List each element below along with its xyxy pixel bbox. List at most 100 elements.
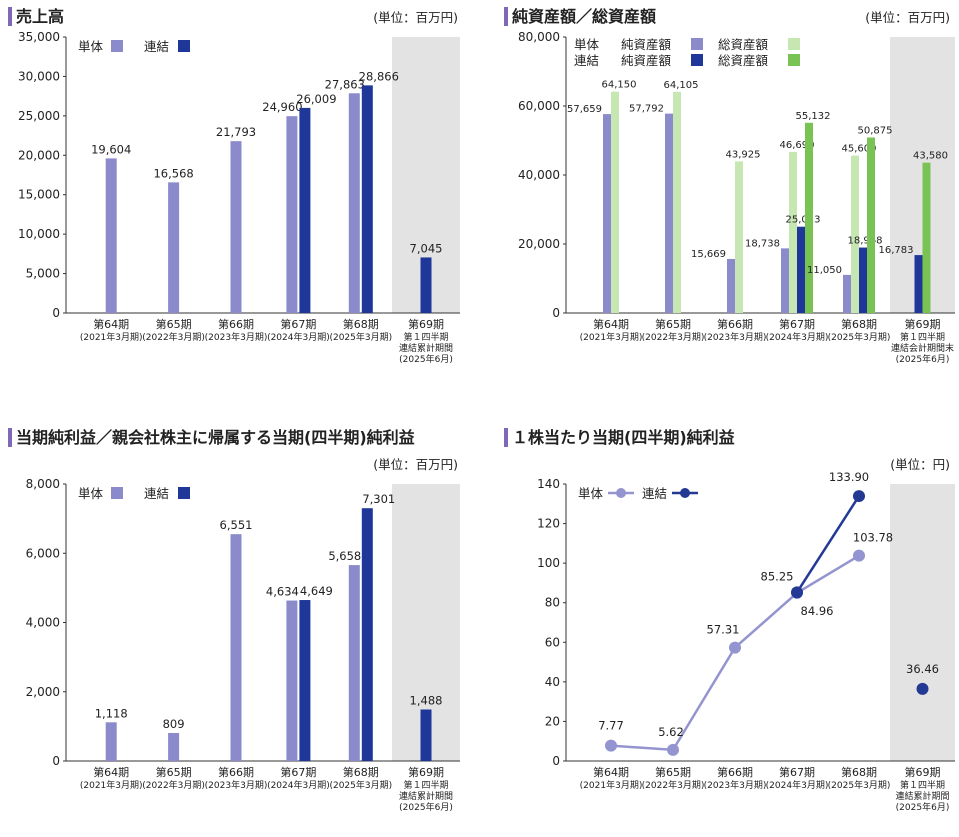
x-category-label: 第65期 [655, 317, 691, 331]
x-category-sublabel: (2021年3月期) [80, 779, 143, 791]
x-category-sublabel: (2024年3月期) [267, 779, 330, 791]
y-tick-label: 25,000 [18, 109, 60, 123]
bar-net-tan [727, 258, 735, 313]
bar-tan [105, 158, 117, 313]
chart-title: １株当たり当期(四半期)純利益 [512, 428, 735, 447]
x-category-sublabel: 第１四半期 [403, 779, 448, 791]
x-category-label: 第68期 [841, 317, 877, 331]
bar-net-ren [797, 226, 805, 313]
bar-tan [286, 116, 298, 313]
x-category-sublabel: (2021年3月期) [580, 779, 643, 791]
x-category-label: 第69期 [905, 317, 941, 331]
data-label: 11,050 [807, 265, 842, 276]
data-label: 26,009 [296, 92, 336, 106]
x-category-sublabel: (2025年6月) [896, 801, 950, 813]
data-label: 133.90 [829, 470, 869, 484]
data-label: 57,792 [629, 104, 664, 115]
chart-3: 当期純利益／親会社株主に帰属する当期(四半期)純利益 (単位：百万円) 0 2,000… [8, 428, 460, 813]
data-label: 18,968 [848, 236, 883, 247]
x-category-label: 第67期 [779, 317, 815, 331]
chart-1: 売上高 (単位：百万円) 0 5,000 10,000 15,000 20,000 25,00… [8, 7, 460, 365]
data-label: 85.25 [761, 569, 794, 583]
unit-label: (単位：百万円) [373, 10, 458, 25]
data-label: 16,783 [879, 245, 914, 256]
legend-swatch [691, 54, 703, 66]
title-bar-marker [504, 428, 508, 447]
legend-label: 総資産額 [718, 53, 769, 68]
series-line-ren [795, 495, 861, 594]
bar-net-tan [603, 114, 611, 313]
data-label: 27,863 [325, 77, 365, 91]
x-category-sublabel: 連結会計期間末 [891, 342, 954, 354]
x-category-label: 第64期 [593, 317, 629, 331]
point-tan [667, 743, 679, 756]
data-label: 7,301 [362, 492, 395, 506]
y-tick-label: 60,000 [518, 99, 560, 113]
point-ren [853, 490, 865, 503]
legend-marker-ren [680, 488, 690, 498]
bar-total-ren [922, 162, 931, 313]
x-category-label: 第66期 [717, 317, 753, 331]
data-label: 55,132 [796, 111, 831, 122]
y-tick-label: 4,000 [26, 616, 60, 630]
data-label: 64,150 [602, 80, 637, 91]
y-tick-label: 5,000 [26, 267, 60, 281]
x-category-sublabel: (2023年3月期) [704, 331, 767, 343]
bar-tan [168, 732, 180, 761]
x-category-sublabel: 第１四半期 [403, 331, 448, 343]
bar-ren [299, 600, 311, 761]
x-category-sublabel: (2025年6月) [399, 801, 453, 813]
unit-label: (単位：円) [890, 457, 950, 472]
x-category-sublabel: (2024年3月期) [766, 779, 829, 791]
x-category-sublabel: 第１四半期 [900, 331, 945, 343]
bar-total-tan [611, 91, 619, 314]
y-tick-label: 0 [52, 306, 60, 320]
y-tick-label: 15,000 [18, 188, 60, 202]
x-category-label: 第69期 [408, 765, 444, 779]
title-bar-marker [8, 7, 12, 26]
legend-label: 連結 [144, 39, 169, 54]
x-category-sublabel: (2025年3月期) [828, 779, 891, 791]
bar-tan [348, 93, 360, 314]
bar-ren [420, 709, 432, 761]
bar-total-ren [805, 122, 813, 313]
bar-net-tan [781, 248, 789, 313]
y-tick-label: 140 [537, 477, 560, 491]
title-bar-marker [504, 7, 508, 26]
x-category-sublabel: (2025年3月期) [828, 331, 891, 343]
data-label: 809 [163, 717, 185, 731]
legend-swatch-ren [178, 40, 190, 52]
legend-swatch-ren [178, 487, 190, 499]
x-category-label: 第68期 [841, 765, 877, 779]
legend-label: 連結 [642, 486, 667, 501]
bar-net-tan [665, 113, 673, 313]
x-category-sublabel: (2021年3月期) [580, 331, 643, 343]
point-tan [853, 549, 865, 562]
x-category-sublabel: (2022年3月期) [142, 779, 205, 791]
data-label: 1,488 [410, 693, 443, 707]
data-label: 46,690 [780, 140, 815, 151]
data-label: 6,551 [220, 518, 253, 532]
x-category-label: 第67期 [779, 765, 815, 779]
x-category-sublabel: 第１四半期 [900, 779, 945, 791]
unit-label: (単位：百万円) [373, 457, 458, 472]
data-label: 25,013 [786, 215, 821, 226]
legend-label: 単体 [578, 486, 604, 501]
data-label: 57.31 [707, 623, 740, 637]
bar-total-tan [735, 161, 743, 313]
data-label: 7.77 [598, 719, 624, 733]
bar-tan [168, 182, 180, 313]
y-tick-label: 10,000 [18, 227, 60, 241]
bar-tan [230, 534, 242, 761]
legend-swatch [788, 38, 800, 50]
data-label: 57,659 [567, 104, 602, 115]
data-label: 21,793 [216, 125, 256, 139]
x-category-sublabel: 連結累計期間 [399, 342, 453, 354]
y-tick-label: 40,000 [518, 168, 560, 182]
x-category-sublabel: (2022年3月期) [142, 331, 205, 343]
data-label: 103.78 [853, 531, 893, 545]
legend-swatch [788, 54, 800, 66]
x-category-label: 第66期 [717, 765, 753, 779]
x-category-label: 第68期 [343, 765, 379, 779]
